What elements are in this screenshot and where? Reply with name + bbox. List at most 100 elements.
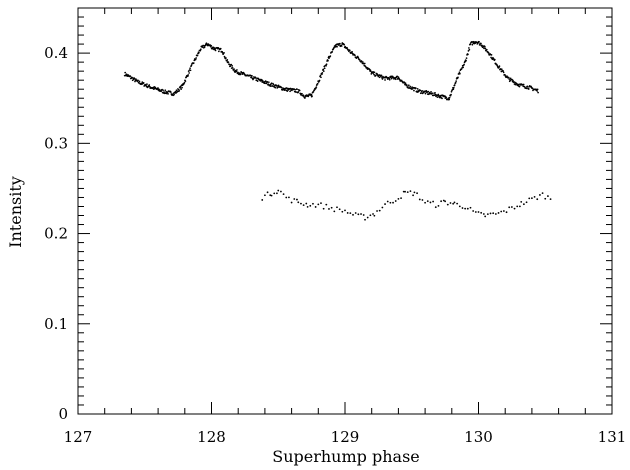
data-point-lower [484,215,487,218]
data-point-lower [547,195,549,197]
data-point-upper [502,70,505,72]
data-point-lower [397,197,400,200]
data-point-lower [296,198,298,201]
data-point-lower [466,207,469,210]
data-point-upper [183,81,186,84]
data-point-upper [146,83,148,85]
data-point-lower [404,190,406,193]
data-point-upper [336,45,338,48]
data-point-upper [167,93,169,95]
data-point-lower [378,209,381,212]
data-point-lower [508,206,511,209]
data-point-lower [432,200,435,203]
data-point-upper [129,75,132,77]
data-point-upper [536,90,539,92]
data-point-lower [277,189,280,192]
x-tick-label: 127 [64,428,93,446]
data-point-lower [293,198,296,200]
data-point-lower [413,191,416,194]
data-point-lower [264,194,266,197]
data-point-lower [539,194,541,196]
data-point-upper [274,86,277,89]
data-point-lower [266,191,269,194]
data-point-upper [137,79,139,82]
data-point-upper [233,68,235,70]
data-point-lower [528,197,531,200]
data-point-upper [384,79,386,81]
data-point-lower [322,207,325,210]
x-tick-label: 131 [598,428,627,446]
data-point-upper [325,63,328,66]
data-point-lower [276,192,278,195]
data-point-lower [461,207,464,209]
data-point-upper [414,87,417,89]
data-point-upper [187,74,190,76]
data-point-upper [348,49,351,52]
y-tick-label: 0.2 [44,225,68,243]
data-point-upper [343,43,346,46]
x-axis-title: Superhump phase [272,447,420,466]
data-point-lower [533,195,536,198]
data-point-lower [426,200,429,203]
data-point-upper [302,94,305,97]
data-point-upper [192,62,195,64]
data-point-lower [536,198,539,201]
data-point-lower [384,203,386,205]
data-point-upper [502,71,505,74]
data-point-upper [522,83,525,86]
data-point-upper [480,42,482,45]
data-point-upper [277,84,280,87]
data-point-upper [369,70,372,73]
data-point-lower [444,200,447,203]
data-point-upper [189,69,192,72]
data-point-upper [392,76,395,79]
data-point-lower [336,206,338,209]
data-point-upper [199,49,202,52]
data-point-upper [358,58,361,61]
data-point-upper [190,64,193,67]
data-point-lower [300,202,302,205]
x-tick-label: 128 [197,428,226,446]
data-point-upper [311,95,313,97]
data-point-upper [362,61,364,63]
data-point-upper [133,77,136,80]
data-point-upper [269,85,272,87]
data-point-upper [373,71,376,74]
data-point-lower [369,214,372,217]
data-point-upper [321,72,324,74]
data-point-upper [198,51,200,54]
data-point-lower [446,203,449,206]
data-point-lower [409,190,412,193]
data-point-upper [340,45,343,47]
data-point-upper [463,63,465,66]
data-point-upper [363,62,366,65]
data-point-upper [181,86,183,89]
data-point-lower [366,216,369,219]
data-point-upper [413,89,415,92]
data-point-upper [462,66,464,69]
data-point-upper [231,65,234,67]
data-point-upper [484,47,487,50]
data-point-upper [283,89,286,91]
data-point-lower [482,213,485,215]
data-point-upper [380,74,383,77]
data-point-upper [199,48,202,51]
data-point-upper [236,69,238,71]
data-point-upper [471,43,474,46]
data-point-upper [509,77,512,80]
data-point-lower [290,201,293,204]
data-point-upper [270,82,273,85]
data-point-lower [513,207,516,210]
data-point-lower [489,212,492,215]
data-points [123,40,552,221]
data-point-upper [507,76,510,79]
data-point-upper [394,78,397,81]
data-point-lower [440,200,443,203]
data-point-upper [141,81,144,83]
data-point-lower [453,201,456,204]
x-tick-label: 130 [464,428,493,446]
data-point-upper [436,96,439,98]
data-point-upper [430,90,432,93]
data-point-upper [512,79,514,82]
